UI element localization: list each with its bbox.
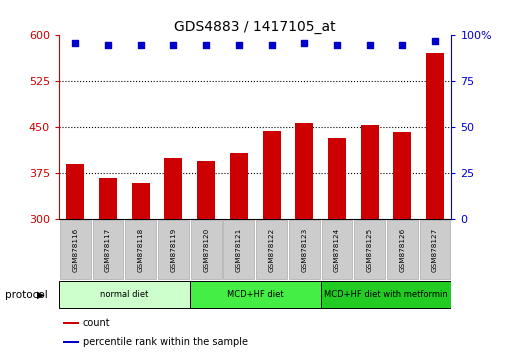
Bar [165, 158, 183, 219]
Bar [321, 281, 451, 308]
Bar [289, 220, 320, 279]
Point [202, 42, 210, 47]
Text: MCD+HF diet with metformin: MCD+HF diet with metformin [324, 290, 448, 299]
Bar [230, 153, 248, 219]
Text: GSM878121: GSM878121 [236, 227, 242, 272]
Text: GSM878127: GSM878127 [432, 227, 438, 272]
Bar [63, 322, 78, 324]
Text: GSM878125: GSM878125 [367, 227, 372, 272]
Bar [125, 220, 156, 279]
Bar [224, 220, 254, 279]
Bar [322, 220, 352, 279]
Point [104, 42, 112, 47]
Point [366, 42, 374, 47]
Bar [191, 220, 222, 279]
Text: normal diet: normal diet [100, 290, 149, 299]
Text: GSM878122: GSM878122 [269, 227, 274, 272]
Point [136, 42, 145, 47]
Text: GSM878117: GSM878117 [105, 227, 111, 272]
Bar [99, 178, 117, 219]
Bar [197, 161, 215, 219]
Bar [66, 164, 84, 219]
Text: GSM878118: GSM878118 [138, 227, 144, 272]
Text: MCD+HF diet: MCD+HF diet [227, 290, 284, 299]
Point [169, 42, 177, 47]
Bar [60, 220, 91, 279]
Point [398, 42, 406, 47]
Point [431, 38, 439, 44]
Text: protocol: protocol [5, 290, 48, 300]
Text: count: count [83, 318, 110, 328]
Point [333, 42, 341, 47]
Text: GSM878119: GSM878119 [170, 227, 176, 272]
Bar [295, 122, 313, 219]
Text: GSM878124: GSM878124 [334, 227, 340, 272]
Point [71, 40, 80, 46]
Bar [328, 138, 346, 219]
Bar [354, 220, 385, 279]
Text: GSM878126: GSM878126 [400, 227, 405, 272]
Bar [190, 281, 321, 308]
Bar [132, 183, 150, 219]
Bar [256, 220, 287, 279]
Bar [393, 132, 411, 219]
Bar [387, 220, 418, 279]
Text: GSM878123: GSM878123 [301, 227, 307, 272]
Point [300, 40, 308, 46]
Title: GDS4883 / 1417105_at: GDS4883 / 1417105_at [174, 21, 336, 34]
Bar [361, 125, 379, 219]
Bar [63, 341, 78, 343]
Bar [420, 220, 450, 279]
Bar [93, 220, 124, 279]
Text: GSM878116: GSM878116 [72, 227, 78, 272]
Bar [426, 53, 444, 219]
Text: GSM878120: GSM878120 [203, 227, 209, 272]
Text: ▶: ▶ [37, 290, 45, 300]
Point [235, 42, 243, 47]
Bar [59, 281, 190, 308]
Point [267, 42, 275, 47]
Text: percentile rank within the sample: percentile rank within the sample [83, 337, 248, 347]
Bar [158, 220, 189, 279]
Bar [263, 131, 281, 219]
